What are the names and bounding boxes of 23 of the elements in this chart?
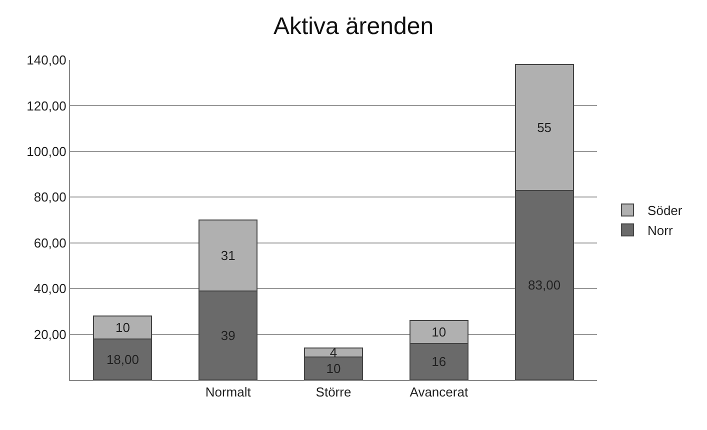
data-label: 55 [537, 120, 552, 135]
y-tick-label: 60,00 [34, 235, 66, 250]
x-tick-label: Större [316, 384, 352, 400]
data-label: 4 [330, 345, 338, 360]
data-label: 10 [115, 320, 130, 335]
y-tick-label: 100,00 [26, 144, 66, 159]
data-label: 83,00 [528, 278, 561, 293]
data-label: 16 [432, 354, 446, 370]
data-label: 39 [220, 328, 236, 343]
legend-label: Norr [648, 222, 674, 238]
y-tick-label: 20,00 [34, 326, 66, 342]
data-label: 10 [432, 324, 446, 340]
legend-label: Söder [648, 203, 683, 218]
x-tick-label: Normalt [205, 384, 252, 400]
chart-title: Aktiva ärenden [273, 13, 434, 40]
data-label: 18,00 [106, 352, 139, 367]
y-tick-label: 120,00 [26, 98, 66, 114]
data-label: 31 [220, 248, 236, 263]
y-tick-label: 80,00 [34, 190, 66, 205]
y-tick-label: 140,00 [26, 52, 66, 68]
y-tick-label: 40,00 [34, 281, 66, 296]
data-label: 10 [326, 361, 341, 376]
x-tick-label: Avancerat [410, 384, 468, 400]
